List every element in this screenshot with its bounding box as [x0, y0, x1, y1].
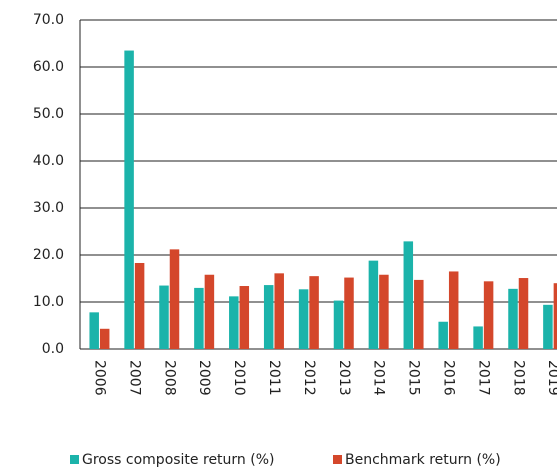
bar — [333, 300, 344, 349]
x-tick-label: 2012 — [301, 360, 317, 396]
y-tick-label: 0.0 — [42, 341, 64, 357]
x-tick-label: 2015 — [406, 360, 422, 396]
y-tick-label: 10.0 — [33, 294, 64, 310]
x-tick-label: 2013 — [336, 360, 352, 396]
y-tick-label: 20.0 — [33, 247, 64, 263]
y-tick-label: 50.0 — [33, 106, 64, 122]
bar — [263, 285, 274, 349]
x-tick-label: 2016 — [440, 360, 456, 396]
x-tick-label: 2008 — [161, 360, 177, 396]
legend-swatch — [333, 455, 342, 464]
bar — [89, 312, 99, 349]
legend-label: Benchmark return (%) — [345, 452, 501, 468]
y-tick-label: 30.0 — [33, 200, 64, 216]
x-tick-label: 2010 — [231, 360, 247, 396]
bar — [239, 286, 250, 349]
y-tick-label: 70.0 — [33, 12, 64, 28]
bar — [274, 273, 284, 349]
bar — [194, 287, 204, 349]
bar — [298, 289, 309, 349]
bar — [99, 328, 110, 349]
bar — [508, 288, 518, 349]
bar — [368, 260, 379, 349]
bar — [473, 326, 483, 349]
bar — [159, 285, 169, 349]
x-tick-label: 2014 — [371, 360, 387, 396]
bar — [414, 279, 424, 349]
y-tick-label: 60.0 — [33, 59, 64, 75]
bar — [124, 50, 134, 350]
y-tick-label: 40.0 — [33, 153, 64, 169]
bar — [403, 241, 414, 349]
x-tick-label: 2017 — [475, 360, 491, 396]
bar — [438, 321, 448, 349]
x-tick-label: 2011 — [266, 360, 282, 396]
bar — [204, 274, 215, 349]
bar — [309, 276, 319, 349]
x-tick-label: 2009 — [196, 360, 212, 396]
x-tick-label: 2018 — [510, 360, 526, 396]
x-tick-label: 2007 — [126, 360, 142, 396]
bar — [379, 274, 389, 349]
bar — [483, 281, 494, 349]
bar — [229, 296, 239, 349]
bar — [518, 278, 529, 349]
bar — [448, 271, 459, 349]
bar — [134, 262, 145, 349]
bar — [553, 283, 557, 349]
legend-label: Gross composite return (%) — [82, 452, 274, 468]
legend-swatch — [70, 455, 79, 464]
bar — [169, 249, 180, 349]
x-tick-label: 2006 — [91, 360, 107, 396]
bar — [543, 304, 553, 349]
x-tick-label: 2019 — [545, 360, 557, 396]
bar — [344, 277, 354, 349]
